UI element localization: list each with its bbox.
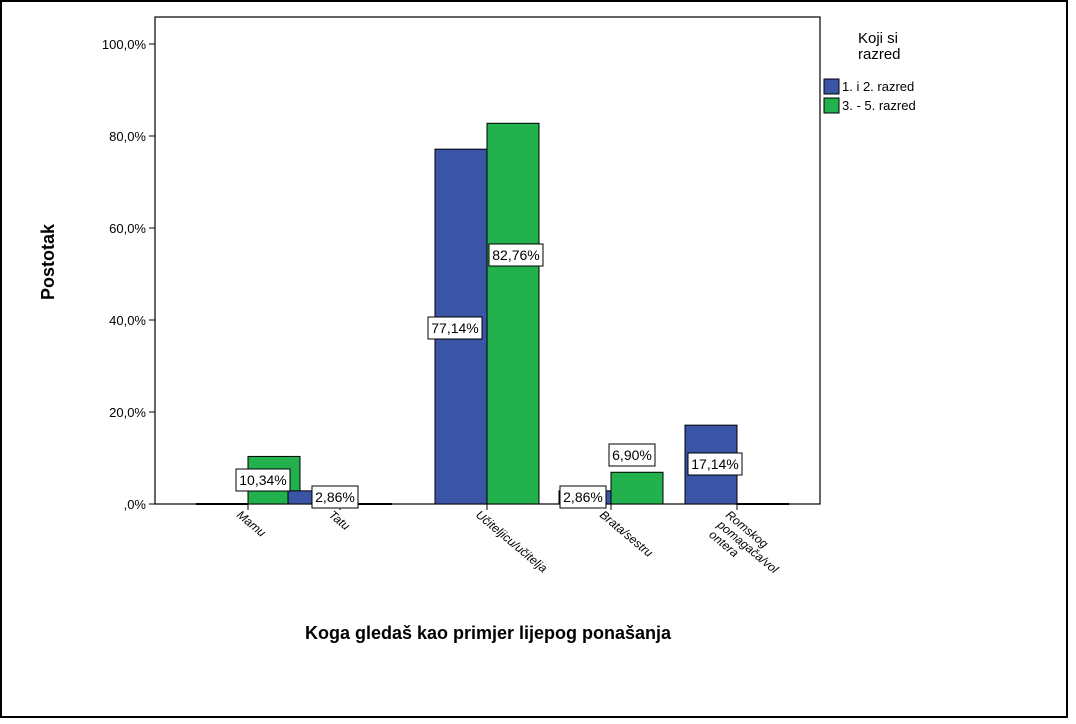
legend-label: 3. - 5. razred <box>842 98 916 113</box>
bars <box>196 122 789 505</box>
data-label-box <box>311 485 359 509</box>
data-label-box <box>427 316 483 340</box>
data-label-box <box>235 468 291 492</box>
data-label-text: 2,86% <box>315 489 355 505</box>
data-label-text: 10,34% <box>239 472 286 488</box>
y-tick-label: 20,0% <box>109 405 146 420</box>
data-label: 10,34% <box>235 468 291 492</box>
y-axis: 100,0% 80,0% 60,0% 40,0% 20,0% ,0% <box>102 37 155 512</box>
data-label-text: 82,76% <box>492 247 539 263</box>
data-labels: 2,86% 77,14% 2,86% 17,14% 10,34% 82,76% 6,90% <box>235 243 743 509</box>
data-label: 17,14% <box>687 452 743 476</box>
legend: Koji si razred 1. i 2. razred 3. - 5. razre… <box>823 30 916 114</box>
legend-swatch <box>823 97 840 114</box>
data-label: 82,76% <box>488 243 544 267</box>
data-label-text: 2,86% <box>563 489 603 505</box>
y-tick-label: 60,0% <box>109 221 146 236</box>
legend-swatch <box>823 78 840 95</box>
y-tick-label: 80,0% <box>109 129 146 144</box>
data-label: 2,86% <box>559 485 607 509</box>
legend-title: Koji si razred <box>858 30 901 63</box>
y-tick-label: 100,0% <box>102 37 147 52</box>
bar <box>486 122 540 505</box>
x-tick-label: Mamu <box>234 508 269 540</box>
x-tick-label: Tatu <box>326 508 353 534</box>
data-label: 6,90% <box>608 443 656 467</box>
x-tick-label: Brata/sestru <box>597 508 656 561</box>
data-label-box <box>687 452 743 476</box>
y-tick-label: ,0% <box>124 497 147 512</box>
data-label: 2,86% <box>311 485 359 509</box>
data-label: 77,14% <box>427 316 483 340</box>
data-label-text: 6,90% <box>612 447 652 463</box>
data-label-text: 77,14% <box>431 320 478 336</box>
x-axis: Mamu Tatu Učiteljicu/učitelja Brata/sestru R… <box>234 504 790 587</box>
legend-label: 1. i 2. razred <box>842 79 914 94</box>
data-label-box <box>559 485 607 509</box>
bar <box>610 471 664 505</box>
data-label-text: 17,14% <box>691 456 738 472</box>
x-tick-label: Učiteljicu/učitelja <box>473 508 550 576</box>
y-axis-title: Postotak <box>38 223 58 300</box>
x-tick-label: Romskogpomagača/volontera <box>706 507 790 587</box>
x-axis-title: Koga gledaš kao primjer lijepog ponašanj… <box>305 623 672 643</box>
data-label-box <box>608 443 656 467</box>
y-tick-label: 40,0% <box>109 313 146 328</box>
data-label-box <box>488 243 544 267</box>
